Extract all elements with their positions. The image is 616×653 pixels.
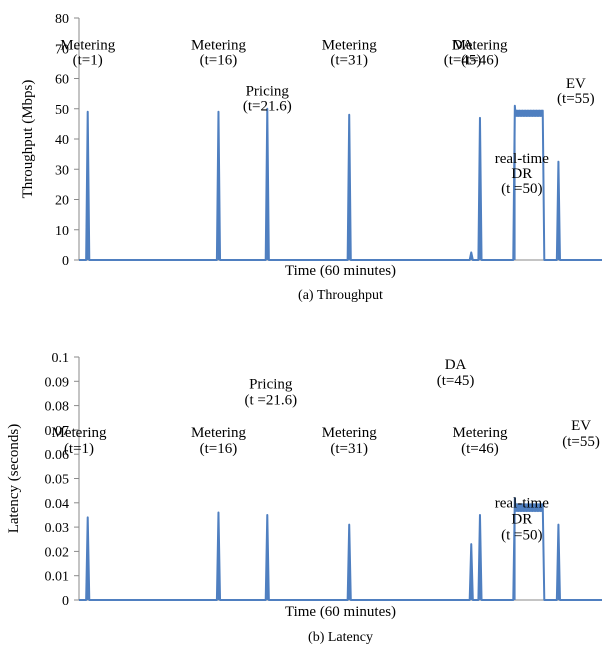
annotation-label: (t=46) <box>461 52 499 68</box>
y-tick-label: 0.09 <box>45 375 70 390</box>
chart-panel-1 <box>74 356 602 601</box>
annotation-label: (t=1) <box>73 52 103 68</box>
y-tick-label: 0.01 <box>45 570 70 585</box>
y-tick-label: 60 <box>55 73 69 88</box>
y-tick-label: 40 <box>55 133 69 148</box>
annotation-label: (t=16) <box>200 441 238 457</box>
annotation-label: DA <box>452 37 474 53</box>
annotation-label: Metering <box>452 425 507 441</box>
y-tick-label: 0 <box>62 594 69 609</box>
annotation-label: (t =50) <box>501 528 542 544</box>
y-tick-label: 0.07 <box>45 424 70 439</box>
annotation-label: Metering <box>191 37 246 53</box>
annotation-label: DR <box>511 512 532 528</box>
y-tick-label: 0.1 <box>52 351 70 366</box>
x-axis-title: Time (60 minutes) <box>285 263 396 279</box>
annotation-label: (t=45) <box>437 373 475 389</box>
annotation-label: real-time <box>495 151 549 167</box>
annotation-label: DR <box>511 166 532 182</box>
annotation-label: (t=45) <box>444 52 482 68</box>
annotation-label: (t =50) <box>501 181 542 197</box>
chart-panel-0 <box>74 17 602 261</box>
annotation-label: Pricing <box>249 376 293 392</box>
annotation-label: (t=21.6) <box>243 98 292 114</box>
annotation-label: EV <box>571 418 591 434</box>
annotation-label: (t =21.6) <box>244 392 297 408</box>
y-tick-label: 0.08 <box>45 400 70 415</box>
y-tick-label: 0.05 <box>45 473 70 488</box>
x-axis-title: Time (60 minutes) <box>285 604 396 620</box>
annotation-label: Metering <box>191 425 246 441</box>
annotation-label: (t=16) <box>200 52 238 68</box>
annotation-label: (t=46) <box>461 441 499 457</box>
y-tick-label: 0.02 <box>45 545 70 560</box>
panel-caption: (a) Throughput <box>298 288 383 303</box>
annotation-label: (t=1) <box>64 441 94 457</box>
annotation-label: Metering <box>322 37 377 53</box>
series-line <box>79 496 602 601</box>
y-axis-title: Throughput (Mbps) <box>20 80 36 199</box>
y-tick-label: 80 <box>55 12 69 27</box>
annotation-label: Metering <box>452 37 507 53</box>
annotation-label: (t=31) <box>330 52 368 68</box>
y-tick-label: 50 <box>55 103 69 118</box>
annotation-label: Metering <box>60 37 115 53</box>
y-tick-label: 0.06 <box>45 448 70 463</box>
y-tick-label: 30 <box>55 163 69 178</box>
y-tick-label: 20 <box>55 194 69 209</box>
panel-caption: (b) Latency <box>308 630 373 645</box>
y-axis-title: Latency (seconds) <box>6 424 22 534</box>
annotation-label: Metering <box>52 425 107 441</box>
y-tick-label: 0.03 <box>45 521 70 536</box>
annotation-label: EV <box>566 76 586 92</box>
annotation-label: real-time <box>495 496 549 512</box>
annotation-label: (t=55) <box>562 434 600 450</box>
annotation-label: DA <box>445 357 467 373</box>
annotation-label: (t=55) <box>557 91 595 107</box>
y-tick-label: 70 <box>55 42 69 57</box>
y-tick-label: 0 <box>62 254 69 269</box>
annotation-label: Metering <box>322 425 377 441</box>
y-tick-label: 10 <box>55 224 69 239</box>
series-line <box>79 104 602 261</box>
annotation-label: Pricing <box>246 83 290 99</box>
y-tick-label: 0.04 <box>45 497 70 512</box>
annotation-label: (t=31) <box>330 441 368 457</box>
